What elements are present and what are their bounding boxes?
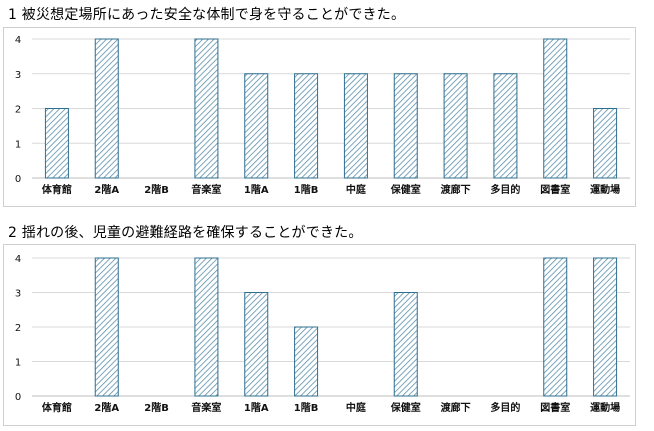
bar [593,108,618,179]
x-tick-label: 1階B [294,183,319,196]
chart-1-title: 1 被災想定場所にあった安全な体制で身を守ることができた。 [8,7,406,23]
x-tick-label: 図書室 [540,183,570,196]
y-tick-label: 4 [15,35,21,46]
x-tick-label: 運動場 [590,183,620,196]
x-tick-label: 中庭 [346,401,367,414]
bar [493,73,518,179]
bar [194,38,219,179]
bar [543,38,568,179]
x-tick-label: 2階B [144,183,169,196]
x-tick-label: 2階A [94,401,119,414]
y-tick-label: 2 [15,105,21,116]
x-tick-label: 体育館 [42,401,72,414]
bar [393,73,418,179]
x-tick-label: 多目的 [490,401,520,414]
x-tick-label: 保健室 [390,183,421,196]
bar [194,257,219,397]
y-tick-label: 1 [15,358,21,369]
y-tick-label: 4 [15,254,21,265]
x-tick-label: 渡廊下 [441,401,471,414]
bar [343,73,368,179]
bar [443,73,468,179]
chart-2-title: 2 揺れの後、児童の避難経路を確保することができた。 [8,225,363,241]
chart-1-panel: 0 1 2 3 4 体育館 2階A 2階B 音楽室 1階A 1階B 中庭 保健室 渡廊下 多目的 図書室 運動場 [3,27,636,207]
chart-2-panel: 0 1 2 3 4 体育館 2階A 2階B 音楽室 1階A 1階B 中庭 保健室 渡廊下 多目的 図書室 運動場 [3,244,636,426]
bar [294,326,319,397]
x-tick-label: 渡廊下 [441,183,471,196]
x-tick-label: 保健室 [390,401,421,414]
x-tick-label: 2階B [144,401,169,414]
bar [593,257,618,397]
bar [393,292,418,397]
x-tick-label: 運動場 [590,401,620,414]
bar [244,292,269,397]
chart-2-svg: 0 1 2 3 4 体育館 2階A 2階B 音楽室 1階A 1階B 中庭 保健室 渡廊下 多目的 図書室 運動場 [15,254,630,414]
y-tick-label: 3 [15,289,21,300]
y-tick-label: 0 [15,174,21,185]
y-tick-label: 2 [15,323,21,334]
y-tick-label: 0 [15,392,21,403]
x-tick-label: 1階A [244,183,269,196]
x-tick-label: 体育館 [42,183,72,196]
bar [543,257,568,397]
x-tick-label: 音楽室 [191,401,221,414]
chart-1-svg: 0 1 2 3 4 体育館 2階A 2階B 音楽室 1階A 1階B 中庭 保健室 渡廊下 多目的 図書室 運動場 [15,35,630,196]
x-tick-label: 1階A [244,401,269,414]
bar [94,38,119,179]
x-tick-label: 多目的 [490,183,520,196]
x-tick-label: 1階B [294,401,319,414]
bar [294,73,319,179]
x-tick-label: 中庭 [346,183,367,196]
bar [244,73,269,179]
x-tick-label: 音楽室 [191,183,221,196]
bar [94,257,119,397]
bar [44,108,69,179]
y-tick-label: 3 [15,70,21,81]
x-tick-label: 2階A [94,183,119,196]
x-tick-label: 図書室 [540,401,570,414]
y-tick-label: 1 [15,139,21,150]
